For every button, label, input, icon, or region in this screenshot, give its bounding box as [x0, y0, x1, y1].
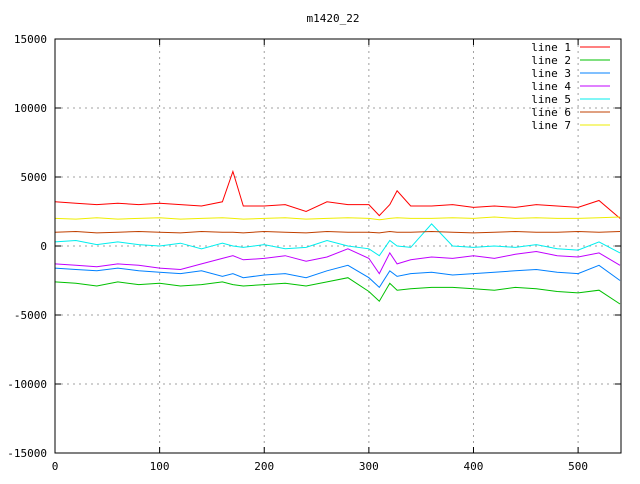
y-tick-label: 0: [40, 240, 47, 253]
y-tick-label: 10000: [14, 102, 47, 115]
series-line-7: [54, 216, 621, 221]
chart-title: m1420_22: [307, 12, 360, 25]
series-line-4: [54, 248, 621, 275]
x-tick-label: 400: [464, 460, 484, 473]
series-lines: [54, 169, 621, 305]
x-tick-label: 100: [150, 460, 170, 473]
legend-label: line 4: [531, 80, 571, 93]
y-tick-label: 5000: [21, 171, 48, 184]
grid: [55, 39, 621, 453]
legend-label: line 7: [531, 119, 571, 132]
x-tick-label: 300: [359, 460, 379, 473]
legend-label: line 6: [531, 106, 571, 119]
plot-border: [54, 38, 622, 454]
x-tick-label: 0: [52, 460, 59, 473]
series-line-1: [54, 169, 621, 219]
y-tick-label: -5000: [14, 309, 47, 322]
y-tick-label: -15000: [7, 447, 47, 460]
legend-label: line 1: [531, 41, 571, 54]
x-tick-label: 200: [254, 460, 274, 473]
series-line-5: [54, 223, 621, 257]
y-tick-label: -10000: [7, 378, 47, 391]
legend-label: line 5: [531, 93, 571, 106]
series-line-6: [54, 230, 621, 234]
series-line-3: [54, 264, 621, 289]
legend-label: line 3: [531, 67, 571, 80]
x-tick-label: 500: [568, 460, 588, 473]
legend-label: line 2: [531, 54, 571, 67]
series-line-2: [54, 277, 621, 305]
axis-ticks: -15000 -10000 -5000 0 5000 10000 15000 0 100 200 3…: [7, 33, 621, 473]
y-tick-label: 15000: [14, 33, 47, 46]
